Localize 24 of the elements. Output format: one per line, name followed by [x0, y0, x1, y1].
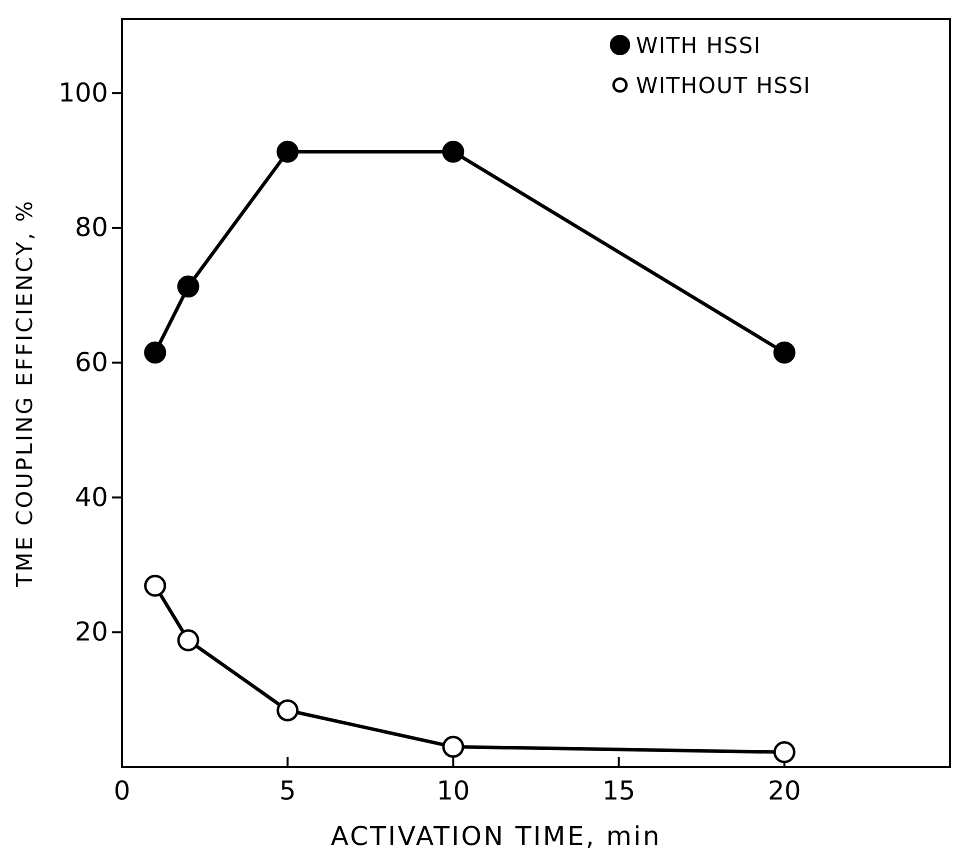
y-tick-label: 40 [74, 482, 108, 513]
x-tick-label: 20 [768, 776, 801, 806]
point [442, 736, 464, 758]
y-tick-label: 100 [58, 78, 108, 108]
x-tick-label: 15 [602, 776, 636, 806]
legend-label: WITHOUT HSSI [636, 74, 812, 99]
point [177, 629, 200, 652]
y-axis-title: TME COUPLING EFFICIENCY, % [13, 199, 38, 588]
y-tick-label: 60 [74, 348, 108, 378]
legend-label: WITH HSSI [636, 34, 762, 59]
y-tick-label: 80 [74, 213, 108, 244]
point [773, 741, 796, 764]
x-axis-title: ACTIVATION TIME, min [330, 822, 662, 852]
point [442, 140, 464, 163]
y-tick-label: 20 [74, 618, 108, 648]
x-tick-label: 10 [436, 776, 470, 806]
point [276, 140, 299, 163]
point [276, 699, 299, 722]
x-tick-label: 5 [279, 776, 296, 806]
x-tick-label: 0 [114, 776, 130, 806]
point [773, 342, 796, 364]
point [177, 276, 200, 298]
point [144, 342, 166, 364]
point [144, 574, 166, 597]
